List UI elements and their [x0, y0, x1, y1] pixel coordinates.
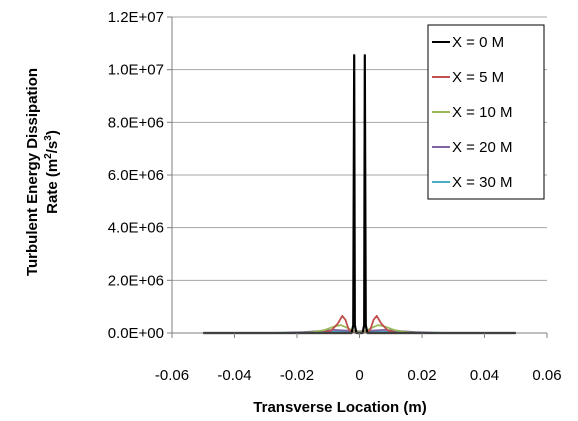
- series-line-1: [203, 314, 516, 334]
- legend-label: X = 0 M: [452, 34, 504, 51]
- y-tick-label: 4.0E+06: [108, 220, 164, 237]
- x-tick-label: 0.04: [470, 367, 499, 384]
- x-tick-label: 0: [355, 367, 363, 384]
- legend-label: X = 20 M: [452, 139, 512, 156]
- y-tick-label: 1.0E+07: [108, 62, 164, 79]
- y-axis-title: Turbulent Energy Dissipation Rate (m2/s3…: [24, 68, 61, 276]
- legend-label: X = 5 M: [452, 69, 504, 86]
- x-tick-label: -0.04: [217, 367, 251, 384]
- legend-label: X = 30 M: [452, 174, 512, 191]
- y-tick-label: 0.0E+00: [108, 325, 164, 342]
- x-tick-label: 0.02: [407, 367, 436, 384]
- y-tick-label: 6.0E+06: [108, 167, 164, 184]
- series-line-2: [203, 324, 516, 334]
- y-axis-title-line1: Turbulent Energy Dissipation: [24, 68, 41, 276]
- x-tick-label: 0.06: [532, 367, 561, 384]
- x-axis-title: Transverse Location (m): [253, 399, 426, 416]
- legend-label: X = 10 M: [452, 104, 512, 121]
- x-tick-label: -0.06: [155, 367, 189, 384]
- legend: X = 0 M X = 5 M X = 10 M X = 20 M X = 30 M: [427, 24, 545, 200]
- y-tick-label: 2.0E+06: [108, 272, 164, 289]
- y-axis-title-line2: Rate (m2/s3): [43, 130, 61, 214]
- x-tick-label: -0.02: [280, 367, 314, 384]
- y-tick-label: 1.2E+07: [108, 9, 164, 26]
- tick-labels: 0.0E+00 2.0E+06 4.0E+06 6.0E+06 8.0E+06 1.0E+…: [108, 9, 562, 384]
- y-tick-label: 8.0E+06: [108, 114, 164, 131]
- gridlines: [172, 16, 547, 281]
